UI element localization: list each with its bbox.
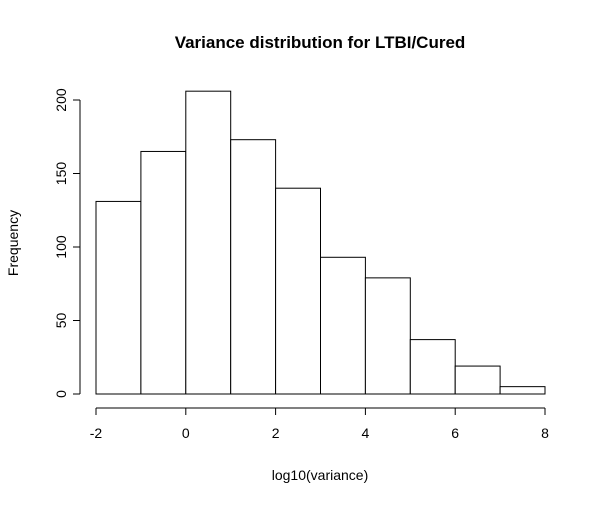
y-tick-label: 200 — [53, 88, 69, 112]
histogram-bar — [364, 277, 411, 395]
histogram-bar — [409, 339, 456, 395]
x-axis-label: log10(variance) — [272, 467, 369, 483]
histogram-bar — [499, 386, 546, 395]
y-tick-label: 150 — [53, 162, 69, 186]
y-axis-label: Frequency — [5, 210, 21, 276]
x-tick-label: 2 — [272, 425, 280, 441]
histogram-bar — [95, 200, 142, 395]
histogram-bar — [230, 139, 277, 395]
x-tick-label: 8 — [541, 425, 549, 441]
x-axis: -2 0 2 4 6 8 — [90, 407, 549, 441]
x-tick-label: 4 — [362, 425, 370, 441]
y-tick-label: 50 — [53, 313, 69, 329]
y-axis: 0 50 100 150 200 — [53, 88, 81, 398]
histogram-bar — [140, 150, 187, 395]
histogram-bar — [185, 90, 232, 395]
histogram-bar — [454, 365, 501, 395]
histogram-bar — [320, 256, 366, 395]
x-tick-label: 0 — [182, 425, 190, 441]
y-tick-label: 0 — [53, 390, 69, 398]
x-tick-label: -2 — [90, 425, 103, 441]
histogram-bar — [275, 187, 322, 395]
x-tick-label: 6 — [451, 425, 459, 441]
y-tick-label: 100 — [53, 235, 69, 259]
bars-group — [95, 90, 546, 395]
chart-title: Variance distribution for LTBI/Cured — [175, 33, 466, 52]
